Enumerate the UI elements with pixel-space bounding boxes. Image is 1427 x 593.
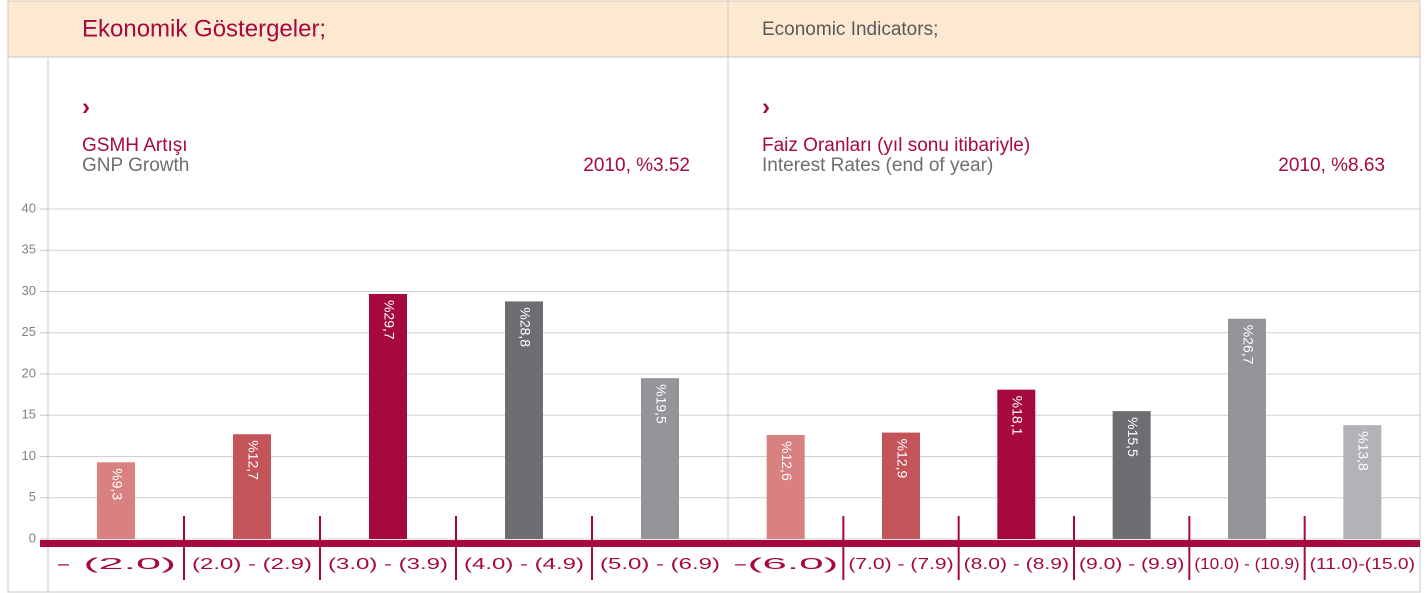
y-tick-label: 20 — [22, 365, 36, 380]
bar — [505, 301, 543, 539]
panel-title: GSMH Artışı — [82, 135, 188, 156]
bar — [369, 293, 407, 539]
header-title: Ekonomik Göstergeler; — [82, 15, 326, 42]
bar — [1343, 425, 1382, 539]
x-tick-label: (5.0) - (6.9) — [600, 556, 720, 573]
header-band — [7, 0, 1421, 58]
value-label: %28,8 — [517, 307, 533, 347]
value-label: %29,7 — [381, 300, 397, 340]
x-tick-label: (2.0) - (2.9) — [192, 556, 312, 573]
bar — [641, 378, 679, 539]
bar — [997, 389, 1036, 539]
value-label: %9,3 — [109, 468, 125, 500]
x-tick-label: -(6.0) — [733, 556, 838, 573]
x-tick-label: (9.0) - (9.9) — [1079, 556, 1184, 573]
y-tick-label: 25 — [22, 324, 36, 339]
bar — [233, 434, 271, 539]
y-tick-label: 10 — [22, 448, 36, 463]
y-tick-label: 0 — [29, 530, 36, 545]
value-label: %18,1 — [1010, 396, 1026, 436]
value-label: %26,7 — [1240, 325, 1256, 365]
panel-subtitle: Interest Rates (end of year) — [762, 155, 993, 176]
value-label: %13,8 — [1356, 431, 1372, 471]
x-tick-label: (10.0) - (10.9) — [1194, 556, 1299, 573]
annotation: 2010, %3.52 — [583, 155, 690, 176]
y-tick-label: 40 — [22, 200, 36, 215]
y-tick-label: 35 — [22, 242, 36, 257]
x-tick-label: (3.0) - (3.9) — [328, 556, 448, 573]
x-tick-label: (4.0) - (4.9) — [464, 556, 584, 573]
baseline — [40, 540, 1420, 547]
value-label: %15,5 — [1125, 417, 1141, 457]
bar — [766, 435, 805, 539]
bar — [97, 462, 135, 539]
y-tick-label: 5 — [29, 489, 36, 504]
x-tick-label: - (2.0) — [56, 556, 176, 573]
value-label: %12,6 — [779, 441, 795, 481]
bar — [882, 432, 920, 539]
bar — [1112, 411, 1151, 539]
chevron: › — [82, 93, 90, 120]
y-tick-label: 15 — [22, 407, 36, 422]
value-label: %19,5 — [653, 384, 669, 424]
y-tick-label: 30 — [22, 283, 36, 298]
bar — [1228, 318, 1266, 539]
x-tick-label: (11.0)-(15.0) — [1310, 556, 1415, 573]
x-tick-label: (8.0) - (8.9) — [964, 556, 1069, 573]
panel-subtitle: GNP Growth — [82, 155, 189, 176]
value-label: %12,9 — [894, 439, 910, 479]
chevron: › — [762, 93, 770, 120]
frame — [7, 56, 1421, 593]
panel-title: Faiz Oranları (yıl sonu itibariyle) — [762, 135, 1030, 156]
annotation: 2010, %8.63 — [1278, 155, 1385, 176]
x-tick-label: (7.0) - (7.9) — [848, 556, 953, 573]
header-title-en: Economic Indicators; — [762, 19, 938, 40]
value-label: %12,7 — [245, 440, 261, 480]
